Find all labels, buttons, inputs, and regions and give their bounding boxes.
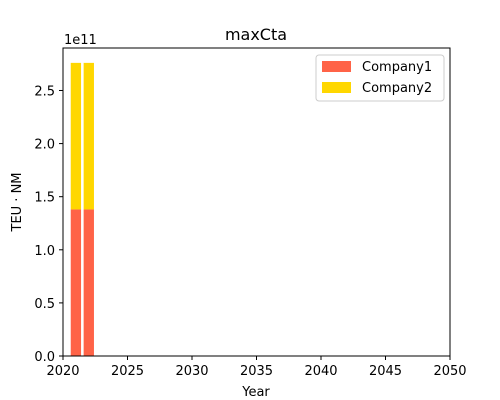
y-tick-label: 0.0 (34, 350, 55, 365)
y-multiplier-label: 1e11 (64, 33, 97, 48)
x-tick-label: 2050 (433, 364, 466, 379)
legend-label-company2: Company2 (362, 81, 432, 96)
x-tick-label: 2045 (369, 364, 402, 379)
bar-company2-2021 (70, 62, 82, 210)
legend-swatch-company2 (322, 82, 351, 93)
legend: Company1 Company2 (315, 54, 445, 102)
y-tick-label: 0.5 (34, 297, 55, 312)
bar-company1-2021 (70, 209, 82, 356)
y-tick-label: 1.0 (34, 244, 55, 259)
bar-company2-2022 (83, 62, 94, 210)
legend-label-company1: Company1 (362, 60, 432, 75)
y-axis-ticks: 0.0 0.5 1.0 1.5 2.0 2.5 (34, 84, 63, 365)
chart-title: maxCta (225, 25, 287, 44)
y-tick-label: 2.0 (34, 138, 55, 153)
x-tick-label: 2025 (111, 364, 144, 379)
y-tick-label: 2.5 (34, 84, 55, 99)
x-tick-label: 2030 (175, 364, 208, 379)
bars-group (70, 62, 94, 356)
y-axis-label: TEU · NM (10, 172, 25, 232)
x-tick-label: 2035 (240, 364, 273, 379)
y-tick-label: 1.5 (34, 191, 55, 206)
x-axis-ticks: 2020 2025 2030 2035 2040 2045 2050 (46, 356, 467, 379)
bar-company1-2022 (83, 209, 94, 356)
x-axis-label: Year (241, 385, 270, 400)
x-tick-label: 2040 (304, 364, 337, 379)
legend-swatch-company1 (322, 61, 351, 72)
x-tick-label: 2020 (46, 364, 79, 379)
